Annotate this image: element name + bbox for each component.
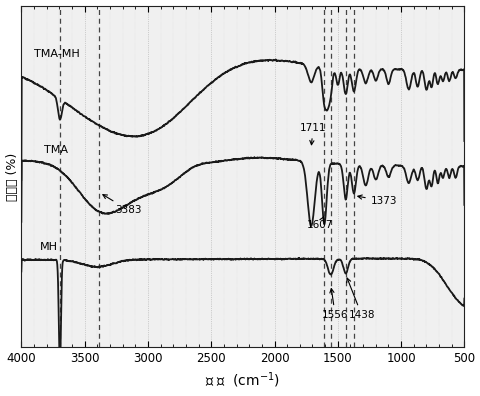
Text: 3383: 3383 [103,195,141,215]
Y-axis label: 透过率 (%): 透过率 (%) [6,152,19,201]
Text: 1711: 1711 [299,123,325,145]
Text: 1373: 1373 [357,195,396,206]
Text: TMA-MH: TMA-MH [34,50,80,59]
Text: 1556: 1556 [321,289,348,320]
Text: TMA: TMA [44,145,68,155]
Text: 1607: 1607 [306,217,332,230]
Text: 3696: 3696 [0,395,1,396]
Text: 1438: 1438 [346,278,374,320]
Text: MH: MH [40,242,58,251]
X-axis label: 波 数  (cm$^{-1}$): 波 数 (cm$^{-1}$) [205,371,280,390]
